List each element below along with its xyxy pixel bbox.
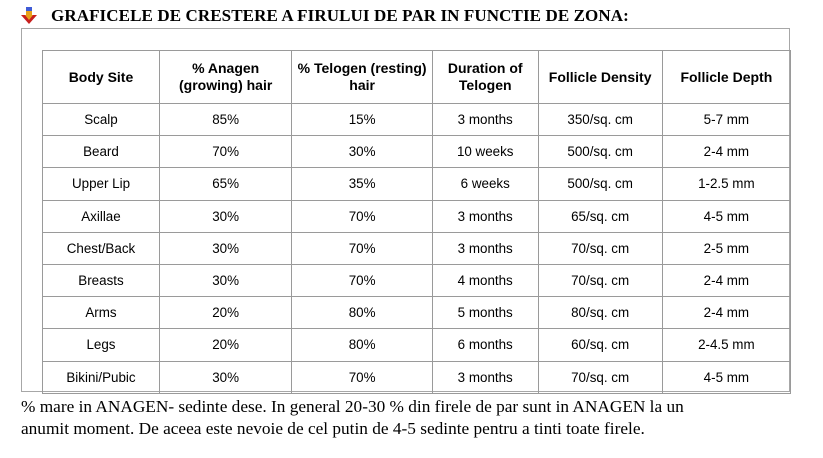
table-cell: 5 months xyxy=(431,296,539,330)
table-row: Breasts 30% 70% 4 months 70/sq. cm 2-4 mm xyxy=(42,263,792,298)
table-cell: 70% xyxy=(291,263,433,298)
column-header: Duration of Telogen xyxy=(431,50,539,104)
table-row: Upper Lip 65% 35% 6 weeks 500/sq. cm 1-2.5 mm xyxy=(42,167,792,201)
table-row: Axillae 30% 70% 3 months 65/sq. cm 4-5 mm xyxy=(42,199,792,233)
table-cell: 30% xyxy=(158,199,293,233)
table-cell: 2-4 mm xyxy=(661,263,792,298)
table-body: Scalp 85% 15% 3 months 350/sq. cm 5-7 mm Beard… xyxy=(42,102,792,394)
table-cell: 60/sq. cm xyxy=(537,328,663,362)
table-cell: 3 months xyxy=(431,360,539,394)
table-cell: 5-7 mm xyxy=(661,102,792,137)
table-row: Bikini/Pubic 30% 70% 3 months 70/sq. cm 4-5 m… xyxy=(42,360,792,394)
table-frame: Body Site% Anagen (growing) hair% Teloge… xyxy=(21,28,792,394)
explanatory-note: % mare in ANAGEN- sedinte dese. In gener… xyxy=(21,396,811,439)
table-cell: 80/sq. cm xyxy=(537,296,663,330)
table-cell: 30% xyxy=(158,231,293,265)
table-cell: 70% xyxy=(291,231,433,265)
table-cell: 70/sq. cm xyxy=(537,360,663,394)
table-cell: Breasts xyxy=(42,263,160,298)
table-cell: 20% xyxy=(158,296,293,330)
table-cell: 30% xyxy=(291,135,433,169)
table-cell: 15% xyxy=(291,102,433,137)
table-cell: 350/sq. cm xyxy=(537,102,663,137)
table-cell: 70% xyxy=(291,360,433,394)
table-cell: 3 months xyxy=(431,102,539,137)
down-arrow-bullet-icon xyxy=(20,7,38,25)
table-cell: 70% xyxy=(291,199,433,233)
table-cell: 6 months xyxy=(431,328,539,362)
table-cell: Axillae xyxy=(42,199,160,233)
table-cell: Beard xyxy=(42,135,160,169)
table-cell: 4 months xyxy=(431,263,539,298)
table-cell: 70/sq. cm xyxy=(537,263,663,298)
table-cell: 20% xyxy=(158,328,293,362)
table-cell: 1-2.5 mm xyxy=(661,167,792,201)
page-heading: GRAFICELE DE CRESTERE A FIRULUI DE PAR I… xyxy=(20,4,629,28)
column-header: % Anagen (growing) hair xyxy=(158,50,293,104)
table-cell: 85% xyxy=(158,102,293,137)
table-cell: 3 months xyxy=(431,199,539,233)
hair-growth-table: Body Site% Anagen (growing) hair% Teloge… xyxy=(42,50,792,394)
table-cell: 500/sq. cm xyxy=(537,167,663,201)
table-row: Beard 70% 30% 10 weeks 500/sq. cm 2-4 mm xyxy=(42,135,792,169)
table-cell: Arms xyxy=(42,296,160,330)
table-cell: 65% xyxy=(158,167,293,201)
note-line-1: % mare in ANAGEN- sedinte dese. In gener… xyxy=(21,397,684,416)
table-row: Arms 20% 80% 5 months 80/sq. cm 2-4 mm xyxy=(42,296,792,330)
table-row: Chest/Back 30% 70% 3 months 70/sq. cm 2-5 mm xyxy=(42,231,792,265)
table-cell: 4-5 mm xyxy=(661,360,792,394)
table-cell: 80% xyxy=(291,296,433,330)
table-cell: 3 months xyxy=(431,231,539,265)
table-cell: 80% xyxy=(291,328,433,362)
table-header-row: Body Site% Anagen (growing) hair% Teloge… xyxy=(42,50,792,104)
note-line-2: anumit moment. De aceea este nevoie de c… xyxy=(21,418,645,438)
table-cell: Upper Lip xyxy=(42,167,160,201)
table-cell: Legs xyxy=(42,328,160,362)
table-cell: 70/sq. cm xyxy=(537,231,663,265)
table-cell: 2-4 mm xyxy=(661,296,792,330)
table-cell: 30% xyxy=(158,263,293,298)
table-cell: Bikini/Pubic xyxy=(42,360,160,394)
table-cell: 65/sq. cm xyxy=(537,199,663,233)
heading-title: GRAFICELE DE CRESTERE A FIRULUI DE PAR I… xyxy=(51,6,629,25)
table-cell: Chest/Back xyxy=(42,231,160,265)
table-cell: Scalp xyxy=(42,102,160,137)
column-header: % Telogen (resting) hair xyxy=(291,50,433,104)
column-header: Follicle Density xyxy=(537,50,663,104)
column-header: Follicle Depth xyxy=(661,50,792,104)
table-cell: 10 weeks xyxy=(431,135,539,169)
table-cell: 500/sq. cm xyxy=(537,135,663,169)
table-cell: 70% xyxy=(158,135,293,169)
table-cell: 4-5 mm xyxy=(661,199,792,233)
table-row: Scalp 85% 15% 3 months 350/sq. cm 5-7 mm xyxy=(42,102,792,137)
table-cell: 30% xyxy=(158,360,293,394)
table-cell: 6 weeks xyxy=(431,167,539,201)
table-cell: 2-5 mm xyxy=(661,231,792,265)
table-cell: 2-4.5 mm xyxy=(661,328,792,362)
table-cell: 2-4 mm xyxy=(661,135,792,169)
column-header: Body Site xyxy=(42,50,160,104)
table-row: Legs 20% 80% 6 months 60/sq. cm 2-4.5 mm xyxy=(42,328,792,362)
table-cell: 35% xyxy=(291,167,433,201)
